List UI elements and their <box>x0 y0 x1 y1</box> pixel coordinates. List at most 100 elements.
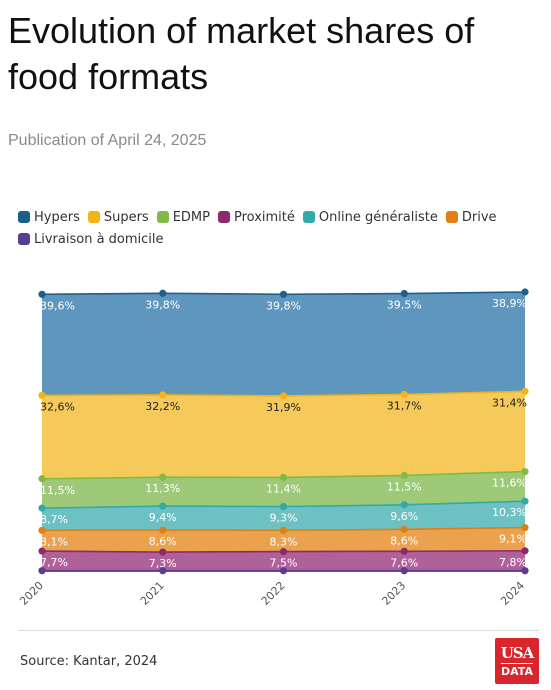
area-proximite <box>42 550 525 571</box>
legend-swatch <box>18 233 30 245</box>
chart-title: Evolution of market shares of food forma… <box>8 10 475 97</box>
point-drive-2022[interactable] <box>279 526 288 534</box>
legend-item-supers[interactable]: Supers <box>87 208 149 226</box>
point-livraison-a-domicile-2021[interactable] <box>159 567 167 575</box>
legend-item-proximite[interactable]: Proximité <box>217 208 295 226</box>
x-tick-label-2021: 2021 <box>138 579 167 608</box>
data-label-drive-2021: 8,6% <box>149 535 177 548</box>
data-label-edmp-2021: 11,3% <box>145 482 180 495</box>
point-online-generaliste-2021[interactable] <box>159 502 167 510</box>
data-label-proximite-2021: 7,3% <box>149 557 177 570</box>
x-tick-label-2022: 2022 <box>259 579 288 608</box>
data-label-online-generaliste-2024: 10,3% <box>492 506 527 519</box>
area-hypers <box>42 292 525 396</box>
point-proximite-2021[interactable] <box>159 548 167 556</box>
point-drive-2023[interactable] <box>400 525 408 533</box>
data-label-supers-2024: 31,4% <box>492 396 527 409</box>
data-label-online-generaliste-2021: 9,4% <box>149 511 177 524</box>
data-label-online-generaliste-2023: 9,6% <box>390 510 418 523</box>
legend-label: Hypers <box>34 209 80 225</box>
data-label-supers-2023: 31,7% <box>387 399 422 412</box>
data-label-edmp-2024: 11,6% <box>492 477 527 490</box>
data-label-hypers-2021: 39,8% <box>145 298 180 311</box>
point-online-generaliste-2023[interactable] <box>400 501 408 509</box>
point-hypers-2020[interactable] <box>38 290 46 298</box>
legend-swatch <box>156 211 169 223</box>
point-hypers-2024[interactable] <box>521 288 529 296</box>
legend-item-livraison-a-domicile[interactable]: Livraison à domicile <box>18 230 164 248</box>
legend-swatch <box>217 211 230 223</box>
chart-subtitle: Publication of April 24, 2025 <box>8 132 207 149</box>
data-label-hypers-2023: 39,5% <box>387 299 422 312</box>
stacked-area-chart: 7,7% 7,3% 7,5% 7,6% 7,8% 8,1% 8,6% 8,3% 8,6% 9,1%… <box>17 288 529 608</box>
legend-swatch <box>445 211 458 223</box>
point-livraison-a-domicile-2024[interactable] <box>521 567 529 575</box>
legend-label: Drive <box>461 209 497 225</box>
point-proximite-2020[interactable] <box>38 547 46 555</box>
legend-item-edmp[interactable]: EDMP <box>156 208 210 226</box>
data-label-proximite-2024: 7,8% <box>499 556 527 569</box>
point-online-generaliste-2020[interactable] <box>38 504 46 512</box>
data-label-proximite-2023: 7,6% <box>390 556 418 569</box>
point-drive-2020[interactable] <box>38 526 46 534</box>
logo-line-2: DATA <box>501 662 533 678</box>
legend-item-drive[interactable]: Drive <box>445 208 497 226</box>
data-label-hypers-2020: 39,6% <box>40 299 75 312</box>
point-livraison-a-domicile-2023[interactable] <box>400 567 408 575</box>
point-proximite-2022[interactable] <box>279 547 288 556</box>
data-label-drive-2024: 9,1% <box>499 533 527 546</box>
point-proximite-2023[interactable] <box>400 547 408 555</box>
point-hypers-2023[interactable] <box>400 289 408 298</box>
data-label-edmp-2022: 11,4% <box>266 482 301 495</box>
point-edmp-2023[interactable] <box>400 471 408 480</box>
point-livraison-a-domicile-2020[interactable] <box>38 567 46 575</box>
footer-divider <box>18 630 539 631</box>
point-supers-2020[interactable] <box>38 391 46 400</box>
data-label-online-generaliste-2022: 9,3% <box>270 512 298 525</box>
data-label-edmp-2020: 11,5% <box>40 484 75 497</box>
data-label-drive-2020: 8,1% <box>40 535 68 548</box>
legend-label: Proximité <box>233 209 295 225</box>
point-livraison-a-domicile-2022[interactable] <box>279 567 288 575</box>
legend-label: Livraison à domicile <box>34 231 164 247</box>
point-edmp-2020[interactable] <box>38 475 46 483</box>
x-tick-label-2024: 2024 <box>498 579 527 608</box>
point-supers-2022[interactable] <box>279 392 288 400</box>
point-drive-2024[interactable] <box>521 523 529 532</box>
usa-data-logo: USA DATA <box>495 638 539 684</box>
data-label-drive-2022: 8,3% <box>270 535 298 548</box>
legend-item-online-generaliste[interactable]: Online généraliste <box>302 208 438 226</box>
data-label-edmp-2023: 11,5% <box>387 480 422 493</box>
data-label-supers-2021: 32,2% <box>145 400 180 413</box>
data-label-supers-2022: 31,9% <box>266 401 301 414</box>
point-edmp-2022[interactable] <box>279 473 288 482</box>
data-label-proximite-2020: 7,7% <box>40 556 68 569</box>
legend-swatch <box>302 211 315 223</box>
x-tick-label-2020: 2020 <box>17 579 46 608</box>
legend-swatch <box>87 211 100 223</box>
point-hypers-2021[interactable] <box>159 289 167 297</box>
source-note: Source: Kantar, 2024 <box>20 654 158 669</box>
point-edmp-2021[interactable] <box>159 473 167 481</box>
area-supers <box>42 391 525 479</box>
point-drive-2021[interactable] <box>159 526 167 534</box>
legend-swatch <box>18 211 30 223</box>
point-online-generaliste-2024[interactable] <box>521 497 529 505</box>
point-edmp-2024[interactable] <box>521 467 529 476</box>
logo-line-1: USA <box>500 643 535 662</box>
point-proximite-2024[interactable] <box>521 547 529 555</box>
point-supers-2023[interactable] <box>400 390 408 399</box>
legend-item-hypers[interactable]: Hypers <box>18 208 80 226</box>
point-online-generaliste-2022[interactable] <box>279 502 288 511</box>
point-hypers-2022[interactable] <box>279 290 288 298</box>
legend-label: EDMP <box>172 209 210 225</box>
x-tick-label-2023: 2023 <box>379 579 408 608</box>
data-label-hypers-2022: 39,8% <box>266 299 301 312</box>
data-label-hypers-2024: 38,9% <box>492 297 527 310</box>
data-label-drive-2023: 8,6% <box>390 534 418 547</box>
legend-label: Online généraliste <box>318 209 438 225</box>
data-label-supers-2020: 32,6% <box>40 400 75 413</box>
point-supers-2024[interactable] <box>521 387 529 395</box>
point-supers-2021[interactable] <box>159 391 167 399</box>
chart-legend: Hypers Supers EDMP Proximité Online générali… <box>18 208 538 248</box>
